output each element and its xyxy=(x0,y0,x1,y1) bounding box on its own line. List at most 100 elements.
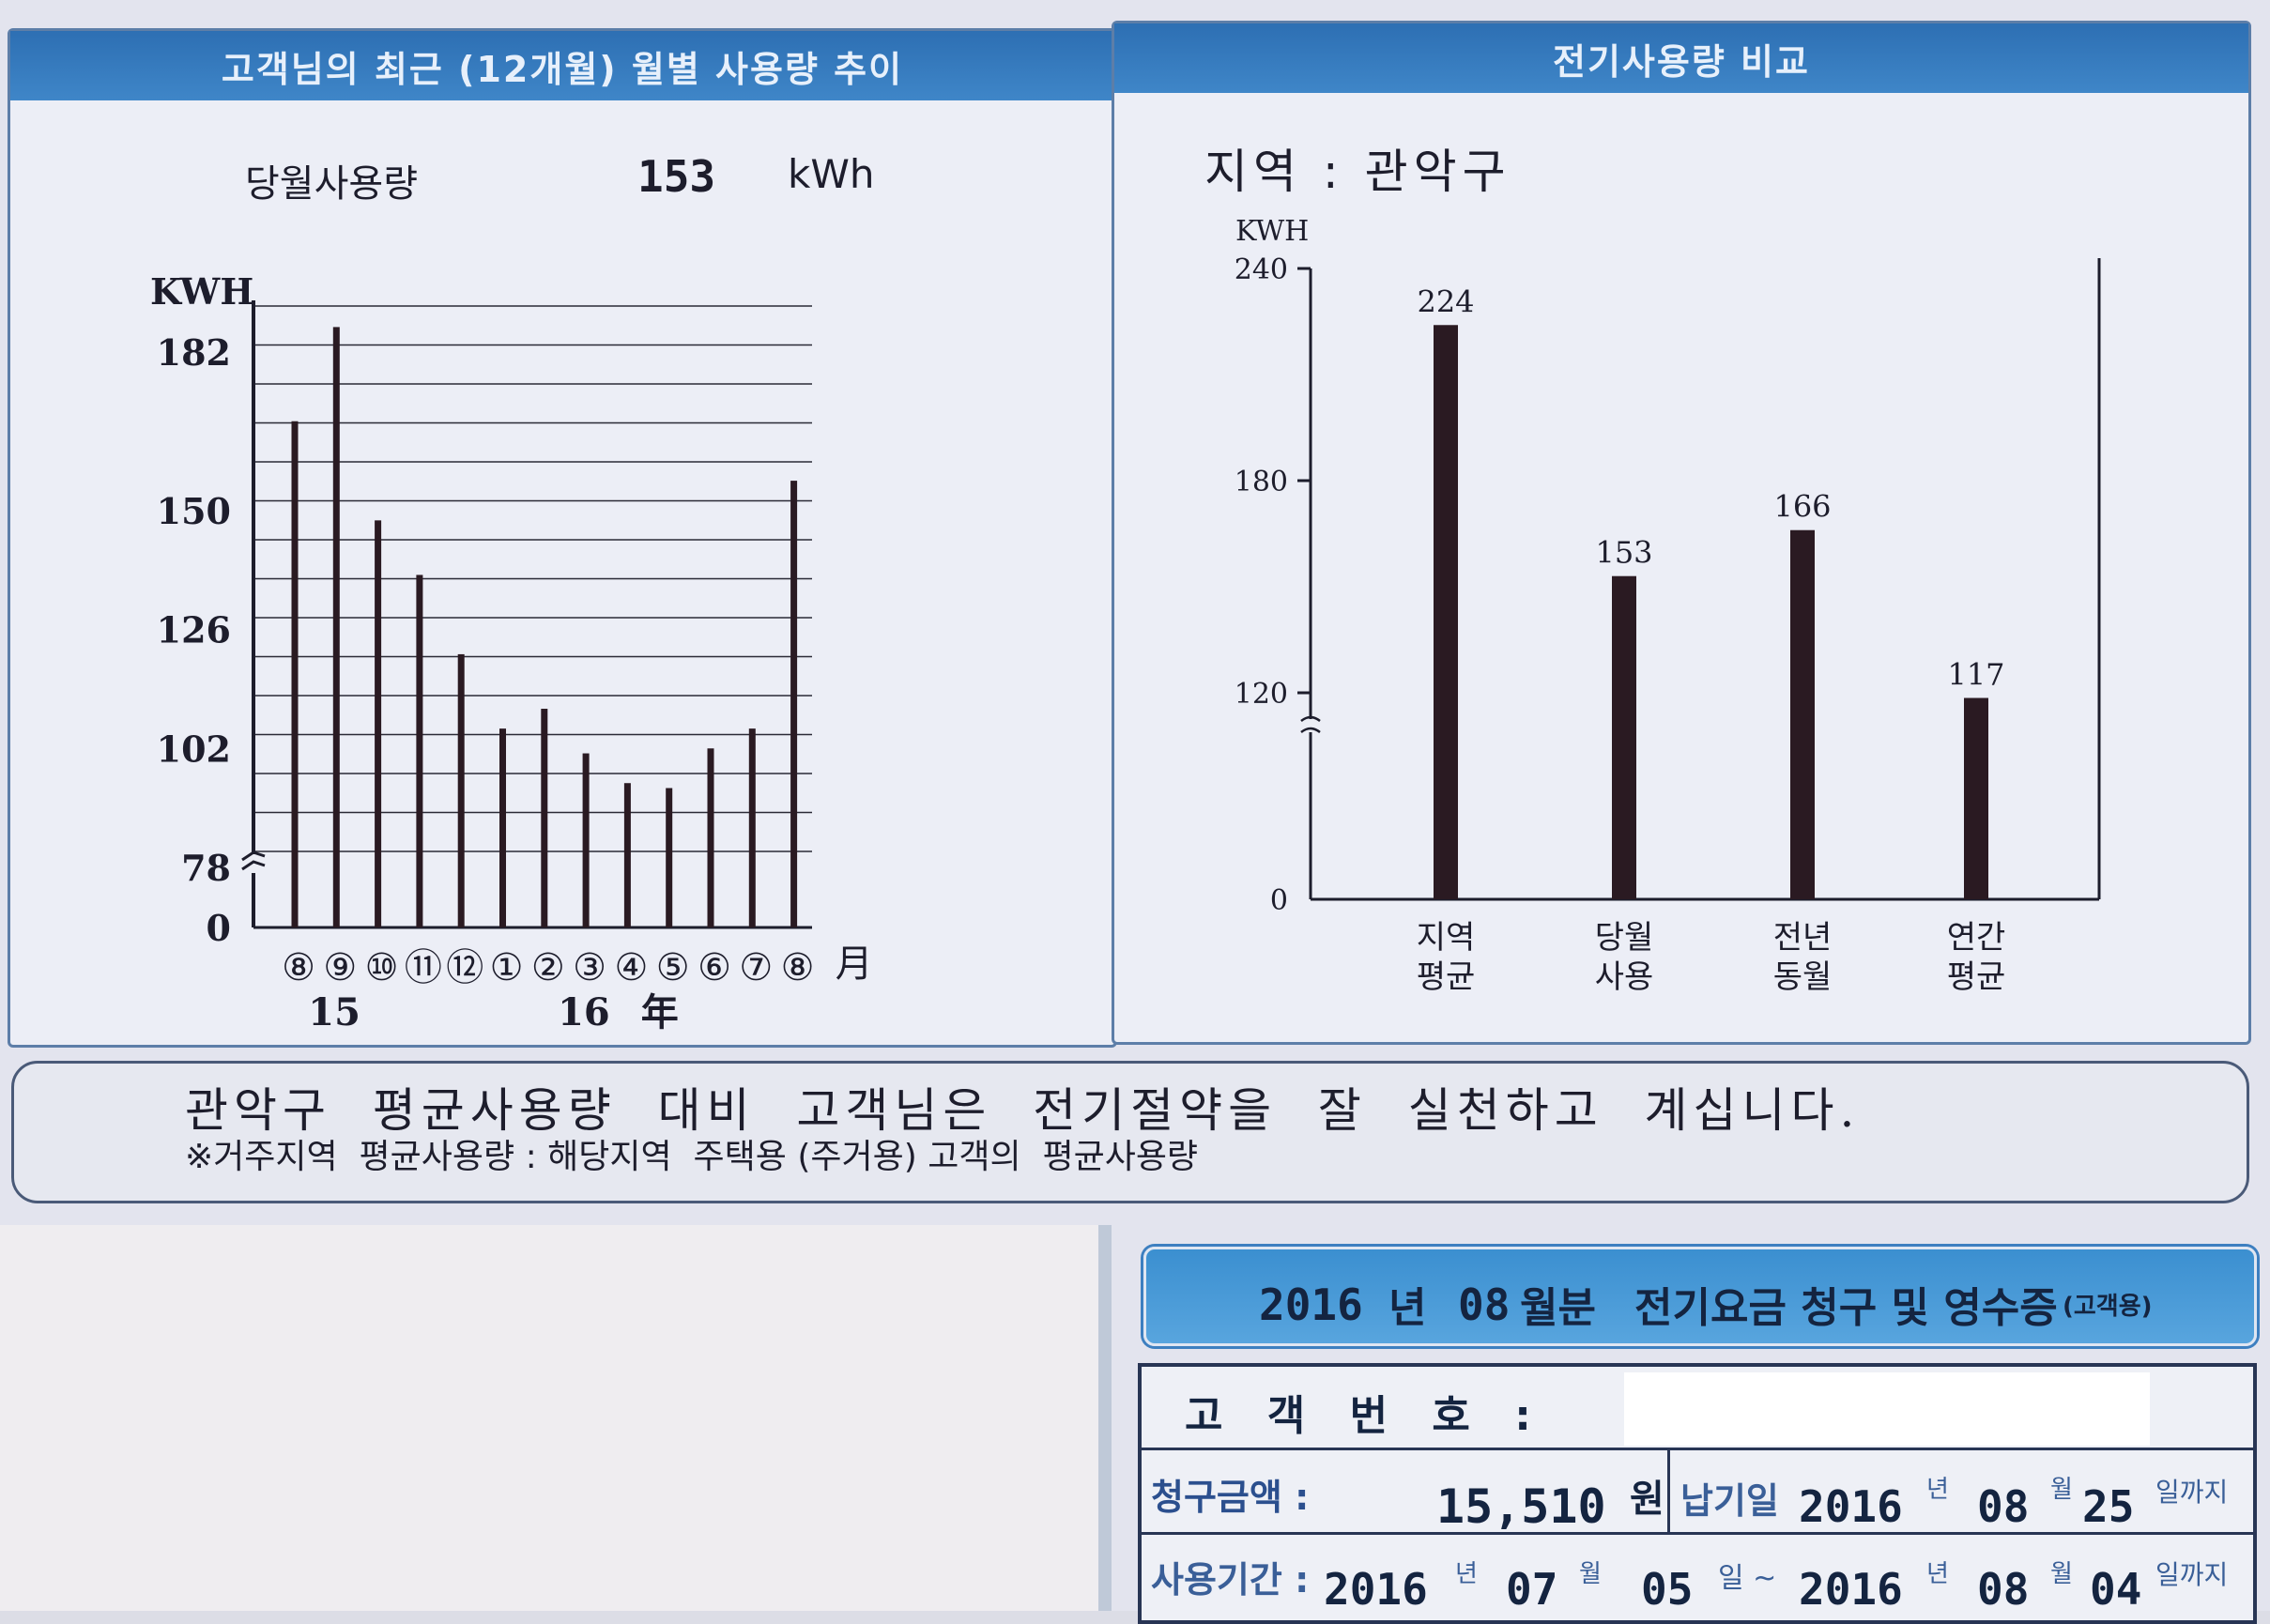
x-tick-label: ⑤ xyxy=(656,946,690,989)
x-tick-label: 평균 xyxy=(1947,958,2006,996)
year-label: 年 xyxy=(641,990,679,1034)
bar xyxy=(499,728,506,927)
y-unit-label: KWH xyxy=(150,270,253,313)
bill-year-unit: 년 xyxy=(1388,1284,1427,1332)
blank-area xyxy=(0,1225,1098,1611)
due-date-label: 납기일 xyxy=(1680,1480,1779,1522)
x-tick-label: ① xyxy=(490,946,524,989)
bill-title-suffix: (고객용) xyxy=(2063,1293,2153,1321)
period-start-month: 07 xyxy=(1506,1564,1558,1615)
usage-comparison-panel: 전기사용량 비교 지역 : 관악구 xyxy=(1112,21,2251,1045)
x-tick-label: ⑧ xyxy=(282,946,315,989)
bill-col-divider xyxy=(1667,1448,1670,1534)
y-tick-label: 0 xyxy=(207,907,231,949)
period-separator: 일 ~ xyxy=(1718,1562,1777,1595)
data-label: 224 xyxy=(1417,283,1474,319)
bar xyxy=(1434,325,1458,899)
period-end-month: 08 xyxy=(1977,1564,2030,1615)
x-tick-label: ⑦ xyxy=(739,946,773,989)
bar xyxy=(291,421,299,928)
due-month: 08 xyxy=(1977,1481,2030,1532)
due-year: 2016 xyxy=(1799,1481,1903,1532)
y-unit-label: KWH xyxy=(1235,215,1309,248)
x-tick-label: ⑧ xyxy=(781,946,815,989)
bar xyxy=(1964,697,1988,899)
y-tick-label: 120 xyxy=(1235,678,1288,711)
period-end-day: 04 xyxy=(2090,1564,2142,1615)
current-usage-unit: kWh xyxy=(788,151,875,197)
period-end-year: 2016 xyxy=(1799,1564,1903,1615)
period-start-year-unit: 년 xyxy=(1455,1560,1478,1588)
data-label: 166 xyxy=(1773,489,1831,525)
bill-month: 08 xyxy=(1458,1279,1511,1330)
axis-break-mark xyxy=(241,850,266,871)
monthly-usage-header: 고객님의 최근 (12개월) 월별 사용량 추이 xyxy=(10,31,1114,100)
data-label: 117 xyxy=(1947,657,2004,693)
y-tick-label: 78 xyxy=(181,847,231,889)
year-label: 15 xyxy=(308,990,360,1034)
period-until: 일까지 xyxy=(2155,1559,2229,1590)
period-label: 사용기간 : xyxy=(1151,1559,1310,1601)
bar xyxy=(707,748,714,927)
saving-notice-box: 관악구 평균사용량 대비 고객님은 전기절약을 잘 실천하고 계십니다. ※거주… xyxy=(11,1061,2249,1203)
customer-number-redacted xyxy=(1624,1372,2150,1446)
x-tick-label: ④ xyxy=(614,946,648,989)
period-end-month-unit: 월 xyxy=(2050,1560,2073,1588)
bar xyxy=(375,520,382,927)
x-tick-label: 사용 xyxy=(1595,958,1654,996)
period-start-day: 05 xyxy=(1641,1564,1694,1615)
customer-number-label: 고 객 번 호 : xyxy=(1185,1392,1546,1440)
bar xyxy=(666,788,673,927)
bar xyxy=(416,575,423,927)
x-tick-label: ② xyxy=(531,946,565,989)
bar xyxy=(332,327,340,927)
bar xyxy=(582,753,590,927)
current-usage-value: 153 xyxy=(637,151,716,202)
y-tick-label: 126 xyxy=(157,609,231,651)
x-tick-label: ⑩ xyxy=(365,946,399,989)
x-tick-label: ⑫ xyxy=(446,946,483,989)
x-tick-label: ⑥ xyxy=(698,946,731,989)
y-tick-label: 182 xyxy=(157,331,231,374)
bar xyxy=(541,709,548,927)
bar xyxy=(623,783,631,927)
x-tick-label: ⑪ xyxy=(405,946,442,989)
amount-unit: 원 xyxy=(1630,1478,1664,1521)
due-month-unit: 월 xyxy=(2050,1476,2073,1504)
bar xyxy=(790,481,798,927)
x-tick-label: ③ xyxy=(573,946,606,989)
region-label: 지역 : 관악구 xyxy=(1204,145,1511,199)
period-start-month-unit: 월 xyxy=(1579,1560,1602,1588)
x-tick-label: 동월 xyxy=(1773,958,1833,996)
year-label: 16 xyxy=(558,990,610,1034)
saving-notice-text: 관악구 평균사용량 대비 고객님은 전기절약을 잘 실천하고 계십니다. xyxy=(185,1083,1861,1138)
amount-value: 15,510 xyxy=(1436,1479,1606,1534)
bar xyxy=(748,728,756,927)
bill-row-divider xyxy=(1138,1448,2257,1450)
y-tick-label: 102 xyxy=(157,728,231,770)
bar xyxy=(1612,575,1636,899)
y-tick-label: 150 xyxy=(157,490,231,532)
x-tick-label: 연간 xyxy=(1947,919,2006,957)
usage-comparison-header: 전기사용량 비교 xyxy=(1114,23,2248,93)
blank-edge xyxy=(1098,1225,1112,1611)
amount-label: 청구금액 : xyxy=(1151,1477,1310,1518)
bill-row-divider xyxy=(1138,1532,2257,1535)
x-unit-label: 月 xyxy=(836,942,873,986)
y-tick-label: 240 xyxy=(1235,253,1288,286)
bar xyxy=(1790,529,1815,899)
x-tick-label: 전년 xyxy=(1773,919,1833,957)
x-tick-label: 지역 xyxy=(1417,919,1476,957)
x-tick-label: 평균 xyxy=(1417,958,1476,996)
bill-title: 전기요금 청구 및 영수증 xyxy=(1634,1284,2058,1332)
period-start-year: 2016 xyxy=(1324,1564,1428,1615)
due-day: 25 xyxy=(2082,1481,2135,1532)
bill-header: 2016 년 08 월분 전기요금 청구 및 영수증 (고객용) xyxy=(1143,1247,2257,1346)
x-tick-label: 당월 xyxy=(1595,919,1654,957)
current-usage-label: 당월사용량 xyxy=(245,162,418,206)
x-tick-label: ⑨ xyxy=(323,946,357,989)
bar xyxy=(457,653,465,927)
period-end-year-unit: 년 xyxy=(1926,1560,1949,1588)
